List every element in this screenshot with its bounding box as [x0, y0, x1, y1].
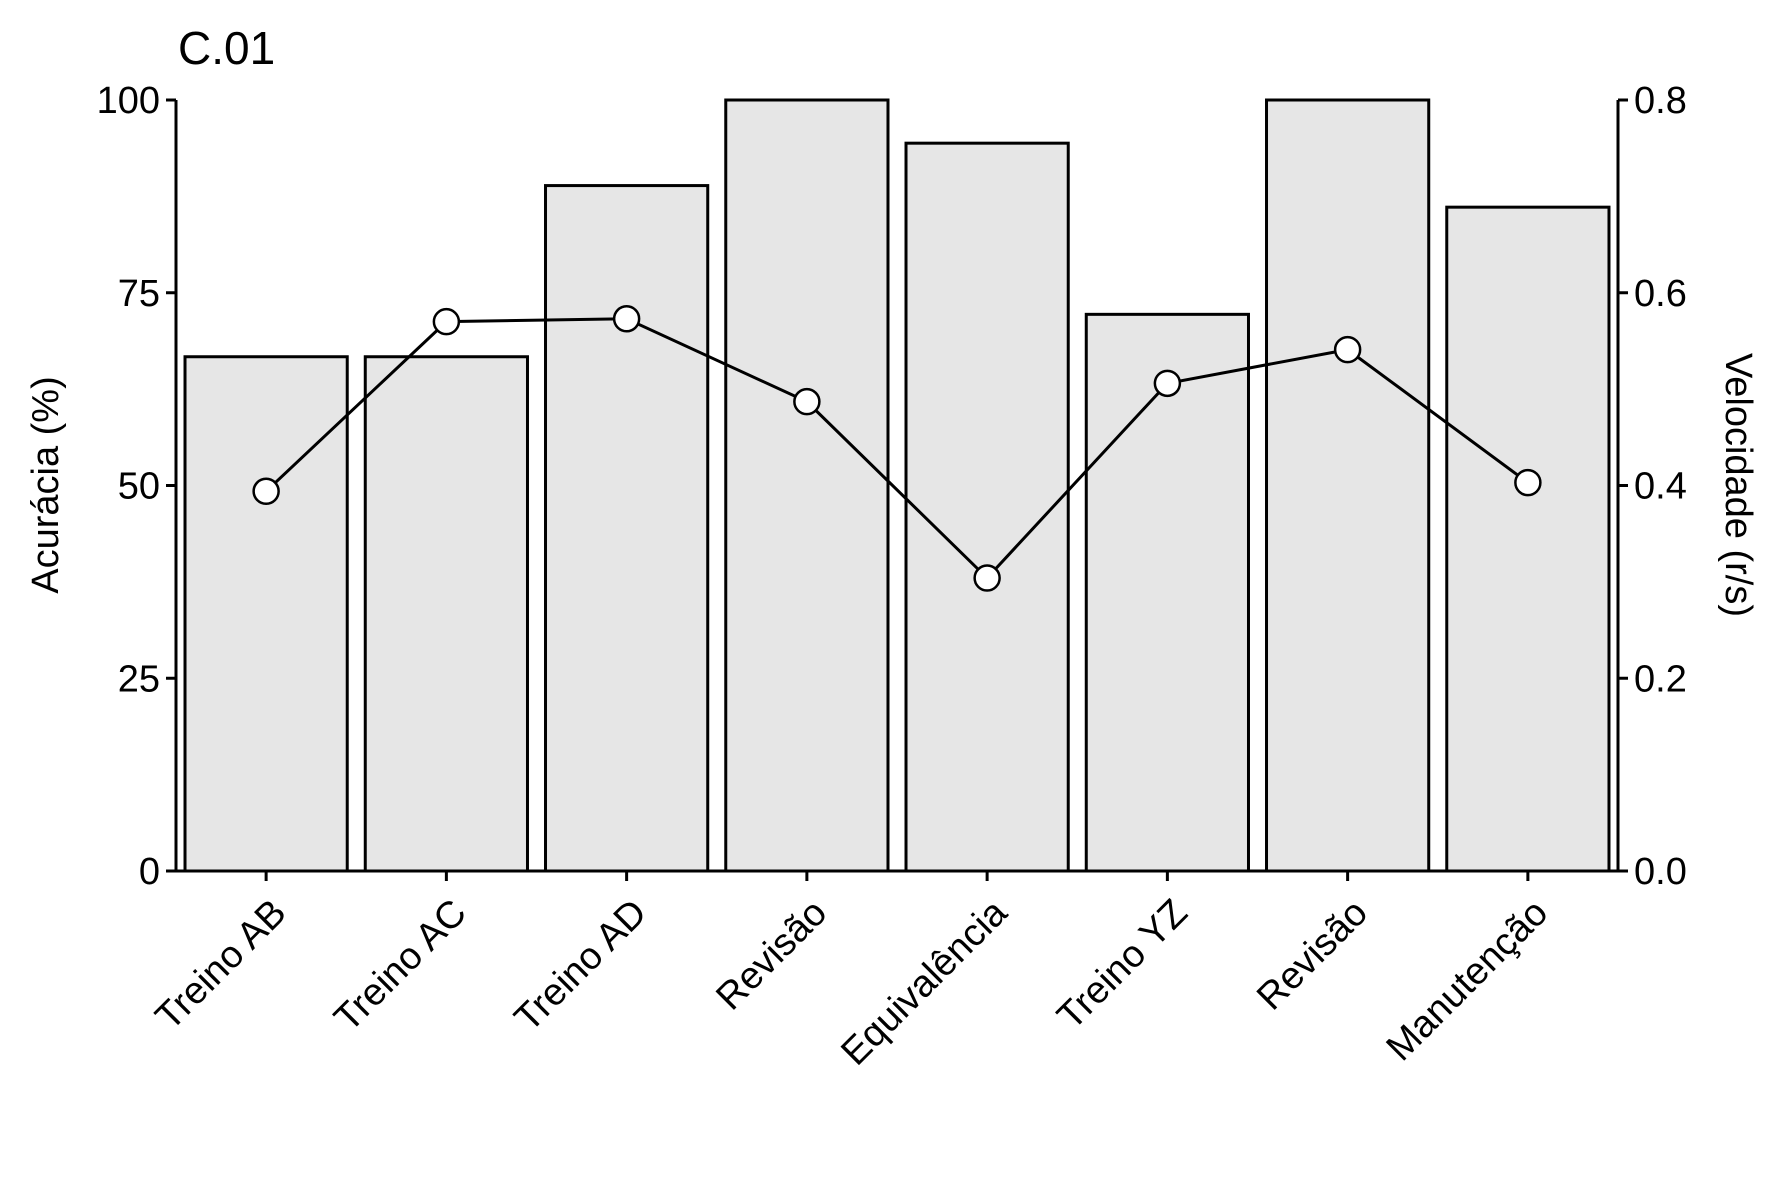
category-label: Treino YZ — [1050, 892, 1196, 1038]
speed-line — [252, 305, 1542, 592]
y-axis-title: Acurácia (%) — [25, 376, 67, 594]
bar-7 — [1445, 205, 1611, 873]
speed-point-3 — [793, 387, 821, 416]
speed-point-5 — [1153, 369, 1182, 398]
left-tick-label: 25 — [118, 658, 160, 700]
speed-point-4 — [973, 564, 1001, 592]
left-tick-label: 0 — [139, 851, 160, 893]
bar-6 — [1265, 98, 1431, 873]
category-label: Revisão — [1249, 892, 1376, 1019]
chart-title: C.01 — [178, 22, 275, 74]
bar-0 — [183, 355, 349, 873]
speed-point-1 — [432, 307, 461, 336]
speed-point-0 — [252, 477, 280, 506]
speed-point-6 — [1333, 335, 1362, 364]
bar-4 — [904, 141, 1070, 873]
right-tick-label: 0.0 — [1634, 851, 1687, 893]
category-label: Treino AC — [327, 892, 475, 1040]
bars — [183, 98, 1611, 873]
x-ticks: Treino AB Treino AC Treino AD RevisãoEquiva… — [148, 871, 1556, 1074]
left-tick-label: 100 — [97, 80, 160, 122]
bar-5 — [1084, 312, 1250, 873]
category-label: Treino AB — [148, 892, 295, 1039]
y2-axis-title: Velocidade (r/s) — [1717, 353, 1759, 617]
right-tick-label: 0.4 — [1634, 466, 1687, 508]
category-label: Manutenção — [1379, 892, 1557, 1070]
right-ticks: 0.0 0.2 0.4 0.6 0.8 — [1618, 80, 1687, 893]
left-ticks: 0 25 50 75 100 — [97, 80, 176, 893]
category-label: Equivalência — [833, 891, 1016, 1074]
bar-2 — [544, 184, 710, 873]
bar-1 — [363, 355, 529, 873]
right-tick-label: 0.6 — [1634, 273, 1687, 315]
bar-3 — [724, 98, 890, 873]
left-tick-label: 75 — [118, 273, 160, 315]
speed-point-7 — [1514, 468, 1542, 497]
right-tick-label: 0.8 — [1634, 80, 1687, 122]
speed-point-2 — [612, 305, 641, 333]
left-tick-label: 50 — [118, 466, 160, 508]
speed-line-path — [265, 317, 1529, 581]
right-tick-label: 0.2 — [1634, 658, 1687, 700]
category-label: Treino AD — [507, 892, 655, 1040]
category-label: Revisão — [708, 892, 835, 1019]
